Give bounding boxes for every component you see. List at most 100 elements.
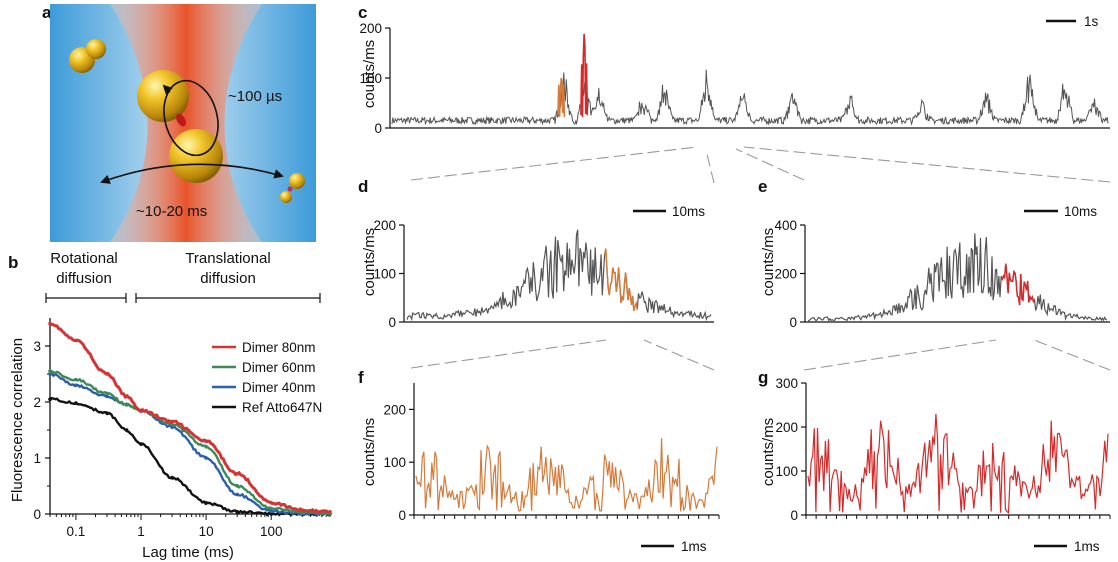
panel-a: a ~100 µs ~10-20 ms xyxy=(42,3,316,242)
fcs-data-point xyxy=(48,321,52,326)
right-dimer-sphere-1 xyxy=(289,173,305,189)
panel-d-trace: 0 100 200 xyxy=(373,218,714,330)
panel-c-trace-line xyxy=(391,69,1109,126)
fcs-y-tick-label: 3 xyxy=(33,339,41,354)
fcs-data-point xyxy=(170,475,174,480)
fcs-series-line xyxy=(49,322,331,515)
right-dimer-dye xyxy=(287,186,293,192)
panel-e-trace-line xyxy=(807,233,1108,322)
fcs-xlabel: Lag time (ms) xyxy=(142,544,234,561)
panel-g-trace-line xyxy=(807,413,1109,515)
rotational-heading-line1: Rotational xyxy=(50,250,118,267)
fcs-data-point xyxy=(139,442,143,446)
fcs-data-point xyxy=(235,471,239,476)
rotation-time-label: ~100 µs xyxy=(228,88,282,105)
panel-d-y-tick-label: 200 xyxy=(373,218,396,233)
panel-c-scalebar-label: 1s xyxy=(1084,14,1099,29)
fcs-data-point xyxy=(105,372,109,376)
panel-f-y-tick-label: 100 xyxy=(383,455,406,470)
fcs-data-point xyxy=(48,397,52,402)
fcs-series-line xyxy=(49,371,331,517)
center-dimer-dye xyxy=(176,113,186,127)
right-dimer-sphere-2 xyxy=(280,191,292,203)
panel-g: g counts/ms 0 100 200 300 1ms xyxy=(758,368,1111,554)
panel-c-y-tick-label: 100 xyxy=(359,71,382,86)
panel-a-label: a xyxy=(42,3,52,22)
fcs-data-point xyxy=(300,508,305,512)
panel-e: e counts/ms 0 200 400 10ms xyxy=(758,177,1110,330)
fcs-data-point xyxy=(170,422,174,427)
fcs-x-tick-label: 100 xyxy=(260,524,283,539)
panel-b-label: b xyxy=(8,253,18,272)
fcs-data-point xyxy=(235,510,239,514)
panel-c-highlight-burst xyxy=(580,33,589,118)
panel-f-y-tick-label: 200 xyxy=(383,402,406,417)
free-dimer-sphere-2 xyxy=(86,39,106,59)
fcs-x-tick-label: 0.1 xyxy=(67,524,86,539)
panel-e-label: e xyxy=(758,177,767,196)
panel-e-scalebar-label: 10ms xyxy=(1064,204,1097,219)
fcs-data-point xyxy=(204,456,208,460)
fcs-data-point xyxy=(269,501,274,505)
fcs-data-point xyxy=(105,394,109,399)
panel-d-trace-line xyxy=(406,229,712,322)
translation-arc xyxy=(100,163,284,184)
fcs-data-point xyxy=(235,492,239,497)
panel-c-y-tick-label: 200 xyxy=(359,21,382,36)
panel-d: d counts/ms 0 100 200 10ms xyxy=(358,177,714,330)
fcs-data-point xyxy=(48,369,52,374)
panel-d-y-tick-label: 100 xyxy=(373,267,396,282)
fcs-y-tick-label: 1 xyxy=(33,451,41,466)
panel-f: f counts/ms 0 100 200 1ms xyxy=(358,368,720,554)
panel-c-label: c xyxy=(358,3,367,22)
panel-g-y-tick-label: 100 xyxy=(775,464,798,479)
regime-brackets xyxy=(45,293,321,303)
panel-c-y-tick-label: 0 xyxy=(374,121,382,136)
fcs-x-tick-label: 1 xyxy=(137,524,145,539)
panel-f-trace-line xyxy=(415,438,718,512)
panel-g-y-tick-label: 200 xyxy=(775,420,798,435)
rotation-loop xyxy=(163,79,219,157)
fcs-data-point xyxy=(170,419,174,424)
panel-c: c counts/ms 0 100 200 1s xyxy=(358,3,1110,136)
panel-g-trace: 0 100 200 300 xyxy=(775,376,1111,523)
panel-f-trace: 0 100 200 xyxy=(383,383,720,523)
translation-time-label: ~10-20 ms xyxy=(136,203,207,220)
panel-e-trace: 0 200 400 xyxy=(774,218,1110,330)
panel-g-y-tick-label: 300 xyxy=(775,376,798,391)
legend-entry: Dimer 80nm xyxy=(242,340,316,355)
fcs-data-point xyxy=(235,484,239,488)
panel-e-highlight xyxy=(1001,263,1036,306)
rotational-heading-line2: diffusion xyxy=(56,270,112,287)
fcs-data-point xyxy=(269,509,274,513)
fcs-data-point xyxy=(328,510,332,514)
fcs-ylabel: Fluorescence correlation xyxy=(9,338,26,502)
fcs-data-point xyxy=(204,439,208,444)
panel-b: b Rotational diffusion Translational dif… xyxy=(8,250,332,561)
fcs-data-point xyxy=(204,501,208,505)
panel-g-label: g xyxy=(758,368,768,387)
fcs-y-tick-label: 0 xyxy=(33,507,41,522)
fcs-data-point xyxy=(105,411,109,416)
fcs-data-point xyxy=(74,401,78,405)
panel-g-scalebar-label: 1ms xyxy=(1074,539,1100,554)
panel-f-ylabel: counts/ms xyxy=(361,418,378,486)
translational-heading-line2: diffusion xyxy=(200,270,256,287)
center-dimer-sphere-1 xyxy=(137,70,189,122)
panel-c-trace: 0 100 200 xyxy=(359,21,1110,136)
panel-e-y-tick-label: 200 xyxy=(774,267,797,282)
fcs-data-point xyxy=(74,383,78,388)
fcs-data-point xyxy=(74,377,78,382)
panel-d-scalebar-label: 10ms xyxy=(672,204,705,219)
fcs-data-point xyxy=(124,394,129,399)
zoom-guides xyxy=(410,146,1111,371)
panel-e-y-tick-label: 400 xyxy=(774,218,797,233)
legend-entry: Ref Atto647N xyxy=(242,400,322,415)
fcs-data-point xyxy=(139,408,143,413)
fcs-series-line xyxy=(49,369,331,516)
fcs-data-point xyxy=(269,512,274,516)
panel-f-label: f xyxy=(358,368,364,387)
panel-c-highlight-burst xyxy=(557,77,566,118)
legend-entry: Dimer 40nm xyxy=(242,380,316,395)
legend-entry: Dimer 60nm xyxy=(242,360,316,375)
